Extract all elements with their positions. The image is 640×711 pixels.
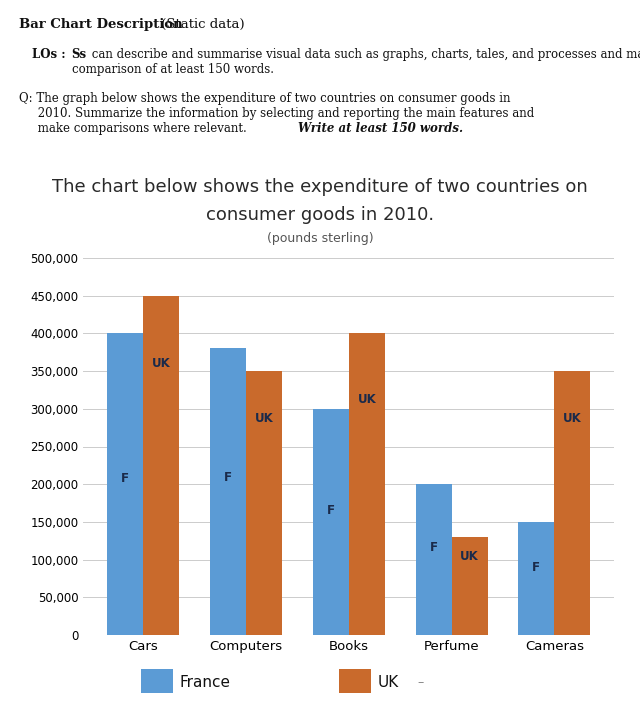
Text: Ss: Ss	[72, 48, 87, 61]
Text: –: –	[410, 676, 424, 690]
Text: Bar Chart Description: Bar Chart Description	[19, 18, 183, 31]
Bar	[143, 296, 179, 635]
Bar	[415, 484, 452, 635]
Text: UK: UK	[152, 357, 171, 370]
Text: The chart below shows the expenditure of two countries on: The chart below shows the expenditure of…	[52, 178, 588, 196]
Text: can describe and summarise visual data such as graphs, charts, tales, and proces: can describe and summarise visual data s…	[88, 48, 640, 61]
Text: France: France	[179, 675, 230, 690]
Text: UK: UK	[460, 550, 479, 563]
Text: Q: The graph below shows the expenditure of two countries on consumer goods in: Q: The graph below shows the expenditure…	[19, 92, 511, 105]
Text: (Static data): (Static data)	[157, 18, 244, 31]
Bar	[518, 522, 554, 635]
Bar	[313, 409, 349, 635]
Bar	[210, 348, 246, 635]
Text: F: F	[224, 471, 232, 484]
Text: comparison of at least 150 words.: comparison of at least 150 words.	[72, 63, 274, 76]
Text: 2010. Summarize the information by selecting and reporting the main features and: 2010. Summarize the information by selec…	[19, 107, 534, 120]
Text: make comparisons where relevant.: make comparisons where relevant.	[19, 122, 251, 135]
Text: UK: UK	[357, 393, 376, 406]
Text: LOs :: LOs :	[32, 48, 70, 61]
Bar	[246, 371, 282, 635]
Text: F: F	[122, 471, 129, 485]
Text: Write at least 150 words.: Write at least 150 words.	[298, 122, 463, 135]
Bar	[108, 333, 143, 635]
Text: UK: UK	[563, 412, 582, 425]
Bar	[452, 537, 488, 635]
Text: UK: UK	[255, 412, 273, 425]
Text: consumer goods in 2010.: consumer goods in 2010.	[206, 206, 434, 224]
Text: F: F	[532, 561, 540, 574]
Text: F: F	[327, 504, 335, 517]
Text: (pounds sterling): (pounds sterling)	[267, 232, 373, 245]
Text: UK: UK	[378, 675, 399, 690]
Bar	[554, 371, 590, 635]
Text: F: F	[429, 541, 438, 554]
Bar	[349, 333, 385, 635]
